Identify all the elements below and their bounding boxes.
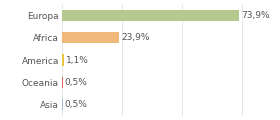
Text: 0,5%: 0,5%	[65, 78, 88, 87]
Bar	[62, 77, 63, 88]
Bar	[62, 10, 239, 21]
Bar	[62, 54, 64, 66]
Text: 0,5%: 0,5%	[65, 100, 88, 109]
Text: 1,1%: 1,1%	[66, 55, 89, 65]
Text: 73,9%: 73,9%	[241, 11, 270, 20]
Bar	[62, 32, 119, 43]
Text: 23,9%: 23,9%	[121, 33, 150, 42]
Bar	[62, 99, 63, 110]
